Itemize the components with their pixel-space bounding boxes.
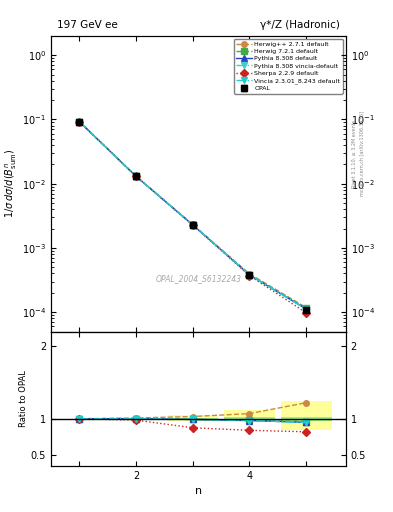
Pythia 8.308 vincia-default bbox=[304, 306, 309, 312]
Text: γ*/Z (Hadronic): γ*/Z (Hadronic) bbox=[260, 20, 340, 30]
Pythia 8.308 vincia-default bbox=[134, 173, 138, 179]
Vincia 2.3.01_8.243 default bbox=[134, 173, 138, 179]
Sherpa 2.2.9 default bbox=[77, 119, 82, 125]
Vincia 2.3.01_8.243 default bbox=[191, 222, 195, 228]
Herwig 7.2.1 default bbox=[191, 222, 195, 228]
Vincia 2.3.01_8.243 default bbox=[304, 306, 309, 312]
Text: OPAL_2004_S6132243: OPAL_2004_S6132243 bbox=[156, 274, 241, 283]
Herwig 7.2.1 default bbox=[134, 173, 138, 179]
Sherpa 2.2.9 default bbox=[304, 310, 309, 316]
Line: Pythia 8.308 vincia-default: Pythia 8.308 vincia-default bbox=[77, 119, 309, 312]
Pythia 8.308 default bbox=[247, 272, 252, 278]
Pythia 8.308 default bbox=[134, 173, 138, 179]
Herwig 7.2.1 default bbox=[247, 271, 252, 278]
Pythia 8.308 default bbox=[304, 306, 309, 312]
Pythia 8.308 vincia-default bbox=[77, 119, 82, 125]
Herwig 7.2.1 default bbox=[304, 305, 309, 311]
Sherpa 2.2.9 default bbox=[134, 173, 138, 179]
Line: Herwig 7.2.1 default: Herwig 7.2.1 default bbox=[77, 119, 309, 311]
Pythia 8.308 default bbox=[191, 222, 195, 228]
Herwig++ 2.7.1 default bbox=[77, 119, 82, 125]
Sherpa 2.2.9 default bbox=[247, 272, 252, 279]
Herwig++ 2.7.1 default bbox=[247, 271, 252, 277]
Herwig++ 2.7.1 default bbox=[191, 222, 195, 228]
Y-axis label: $1/\sigma\,d\sigma/d(B^n_{\rm sum})$: $1/\sigma\,d\sigma/d(B^n_{\rm sum})$ bbox=[4, 149, 19, 218]
Text: Rivet 3.1.10, ≥ 3.2M events: Rivet 3.1.10, ≥ 3.2M events bbox=[352, 119, 357, 188]
Text: mcplots.cern.ch [arXiv:1306.3436]: mcplots.cern.ch [arXiv:1306.3436] bbox=[360, 111, 365, 196]
Legend: Herwig++ 2.7.1 default, Herwig 7.2.1 default, Pythia 8.308 default, Pythia 8.308: Herwig++ 2.7.1 default, Herwig 7.2.1 def… bbox=[234, 39, 343, 94]
Herwig 7.2.1 default bbox=[77, 119, 82, 125]
Line: Pythia 8.308 default: Pythia 8.308 default bbox=[77, 119, 309, 312]
Vincia 2.3.01_8.243 default bbox=[77, 119, 82, 125]
Herwig++ 2.7.1 default bbox=[134, 173, 138, 179]
Text: 197 GeV ee: 197 GeV ee bbox=[57, 20, 118, 30]
Vincia 2.3.01_8.243 default bbox=[247, 272, 252, 278]
Sherpa 2.2.9 default bbox=[191, 222, 195, 228]
Pythia 8.308 vincia-default bbox=[191, 222, 195, 228]
Line: Vincia 2.3.01_8.243 default: Vincia 2.3.01_8.243 default bbox=[77, 119, 309, 312]
Line: Herwig++ 2.7.1 default: Herwig++ 2.7.1 default bbox=[77, 119, 309, 310]
Herwig++ 2.7.1 default bbox=[304, 305, 309, 311]
Line: Sherpa 2.2.9 default: Sherpa 2.2.9 default bbox=[77, 119, 309, 315]
X-axis label: n: n bbox=[195, 486, 202, 496]
Y-axis label: Ratio to OPAL: Ratio to OPAL bbox=[19, 370, 28, 427]
Pythia 8.308 vincia-default bbox=[247, 272, 252, 278]
Pythia 8.308 default bbox=[77, 119, 82, 125]
